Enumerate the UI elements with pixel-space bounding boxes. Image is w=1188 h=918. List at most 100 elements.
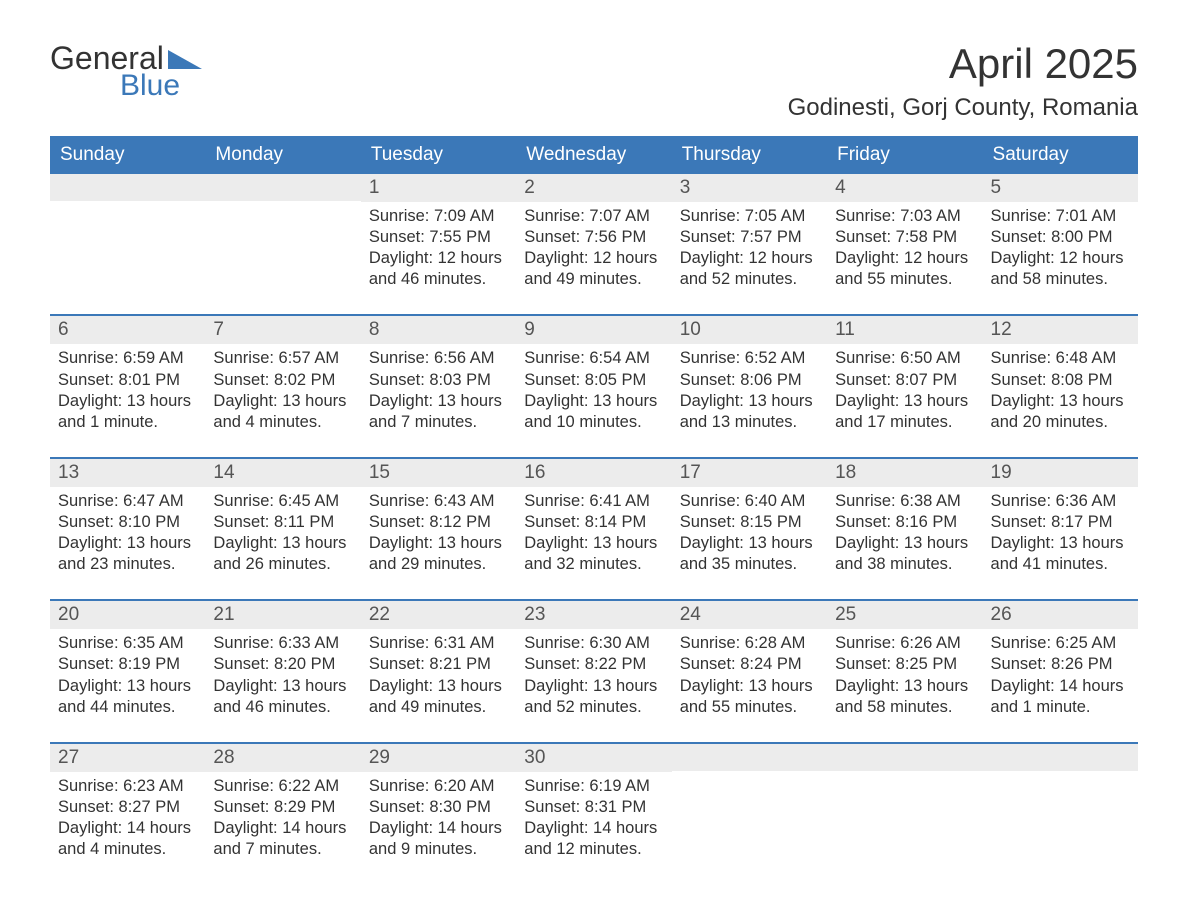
day-content: Sunrise: 6:38 AMSunset: 8:16 PMDaylight:…: [827, 487, 982, 579]
sunset-line: Sunset: 8:16 PM: [835, 512, 974, 533]
logo-text-blue: Blue: [120, 69, 180, 103]
day-number: 1: [361, 174, 516, 202]
day-cell: 23Sunrise: 6:30 AMSunset: 8:22 PMDayligh…: [516, 601, 671, 727]
day-cell: 28Sunrise: 6:22 AMSunset: 8:29 PMDayligh…: [205, 744, 360, 870]
calendar: SundayMondayTuesdayWednesdayThursdayFrid…: [50, 136, 1138, 870]
daylight-line: Daylight: 14 hours and 7 minutes.: [213, 818, 352, 860]
day-cell: 1Sunrise: 7:09 AMSunset: 7:55 PMDaylight…: [361, 174, 516, 300]
day-header: Thursday: [672, 136, 827, 174]
daylight-line: Daylight: 13 hours and 29 minutes.: [369, 533, 508, 575]
day-number: [983, 744, 1138, 771]
day-content: Sunrise: 6:56 AMSunset: 8:03 PMDaylight:…: [361, 344, 516, 436]
day-cell: 24Sunrise: 6:28 AMSunset: 8:24 PMDayligh…: [672, 601, 827, 727]
sunset-line: Sunset: 8:08 PM: [991, 370, 1130, 391]
day-cell: 18Sunrise: 6:38 AMSunset: 8:16 PMDayligh…: [827, 459, 982, 585]
day-header: Wednesday: [516, 136, 671, 174]
day-number: 18: [827, 459, 982, 487]
sunset-line: Sunset: 8:03 PM: [369, 370, 508, 391]
day-cell: 16Sunrise: 6:41 AMSunset: 8:14 PMDayligh…: [516, 459, 671, 585]
day-cell: [50, 174, 205, 300]
day-content: Sunrise: 6:52 AMSunset: 8:06 PMDaylight:…: [672, 344, 827, 436]
day-cell: 14Sunrise: 6:45 AMSunset: 8:11 PMDayligh…: [205, 459, 360, 585]
daylight-line: Daylight: 13 hours and 17 minutes.: [835, 391, 974, 433]
day-cell: [983, 744, 1138, 870]
sunset-line: Sunset: 8:06 PM: [680, 370, 819, 391]
sunrise-line: Sunrise: 6:35 AM: [58, 633, 197, 654]
day-number: 14: [205, 459, 360, 487]
day-cell: 6Sunrise: 6:59 AMSunset: 8:01 PMDaylight…: [50, 316, 205, 442]
daylight-line: Daylight: 13 hours and 58 minutes.: [835, 676, 974, 718]
location: Godinesti, Gorj County, Romania: [788, 94, 1138, 122]
sunrise-line: Sunrise: 6:41 AM: [524, 491, 663, 512]
day-number: 6: [50, 316, 205, 344]
day-content: Sunrise: 7:05 AMSunset: 7:57 PMDaylight:…: [672, 202, 827, 294]
day-number: 27: [50, 744, 205, 772]
sunrise-line: Sunrise: 6:19 AM: [524, 776, 663, 797]
week-row: 6Sunrise: 6:59 AMSunset: 8:01 PMDaylight…: [50, 314, 1138, 442]
day-cell: 4Sunrise: 7:03 AMSunset: 7:58 PMDaylight…: [827, 174, 982, 300]
day-number: 22: [361, 601, 516, 629]
sunrise-line: Sunrise: 7:07 AM: [524, 206, 663, 227]
day-cell: 22Sunrise: 6:31 AMSunset: 8:21 PMDayligh…: [361, 601, 516, 727]
day-cell: 8Sunrise: 6:56 AMSunset: 8:03 PMDaylight…: [361, 316, 516, 442]
day-number: 8: [361, 316, 516, 344]
daylight-line: Daylight: 13 hours and 55 minutes.: [680, 676, 819, 718]
sunrise-line: Sunrise: 6:57 AM: [213, 348, 352, 369]
sunrise-line: Sunrise: 6:38 AM: [835, 491, 974, 512]
sunrise-line: Sunrise: 6:20 AM: [369, 776, 508, 797]
day-content: Sunrise: 6:26 AMSunset: 8:25 PMDaylight:…: [827, 629, 982, 721]
sunrise-line: Sunrise: 7:09 AM: [369, 206, 508, 227]
day-cell: 7Sunrise: 6:57 AMSunset: 8:02 PMDaylight…: [205, 316, 360, 442]
sunset-line: Sunset: 8:14 PM: [524, 512, 663, 533]
day-cell: 17Sunrise: 6:40 AMSunset: 8:15 PMDayligh…: [672, 459, 827, 585]
sunset-line: Sunset: 8:00 PM: [991, 227, 1130, 248]
day-number: 26: [983, 601, 1138, 629]
sunset-line: Sunset: 8:31 PM: [524, 797, 663, 818]
day-cell: 11Sunrise: 6:50 AMSunset: 8:07 PMDayligh…: [827, 316, 982, 442]
day-number: 28: [205, 744, 360, 772]
daylight-line: Daylight: 13 hours and 49 minutes.: [369, 676, 508, 718]
day-content: Sunrise: 6:48 AMSunset: 8:08 PMDaylight:…: [983, 344, 1138, 436]
sunset-line: Sunset: 8:17 PM: [991, 512, 1130, 533]
sunset-line: Sunset: 8:05 PM: [524, 370, 663, 391]
sunrise-line: Sunrise: 7:01 AM: [991, 206, 1130, 227]
day-number: 12: [983, 316, 1138, 344]
day-cell: 5Sunrise: 7:01 AMSunset: 8:00 PMDaylight…: [983, 174, 1138, 300]
sunrise-line: Sunrise: 6:50 AM: [835, 348, 974, 369]
day-cell: 12Sunrise: 6:48 AMSunset: 8:08 PMDayligh…: [983, 316, 1138, 442]
daylight-line: Daylight: 13 hours and 23 minutes.: [58, 533, 197, 575]
sunset-line: Sunset: 8:30 PM: [369, 797, 508, 818]
day-cell: 20Sunrise: 6:35 AMSunset: 8:19 PMDayligh…: [50, 601, 205, 727]
sunset-line: Sunset: 7:57 PM: [680, 227, 819, 248]
day-content: Sunrise: 6:50 AMSunset: 8:07 PMDaylight:…: [827, 344, 982, 436]
daylight-line: Daylight: 13 hours and 10 minutes.: [524, 391, 663, 433]
sunset-line: Sunset: 8:19 PM: [58, 654, 197, 675]
daylight-line: Daylight: 13 hours and 7 minutes.: [369, 391, 508, 433]
daylight-line: Daylight: 13 hours and 35 minutes.: [680, 533, 819, 575]
logo: General Blue: [50, 40, 202, 103]
sunset-line: Sunset: 8:02 PM: [213, 370, 352, 391]
day-cell: 27Sunrise: 6:23 AMSunset: 8:27 PMDayligh…: [50, 744, 205, 870]
sunrise-line: Sunrise: 6:56 AM: [369, 348, 508, 369]
sunset-line: Sunset: 8:10 PM: [58, 512, 197, 533]
day-number: 23: [516, 601, 671, 629]
day-cell: [827, 744, 982, 870]
day-content: Sunrise: 7:07 AMSunset: 7:56 PMDaylight:…: [516, 202, 671, 294]
sunrise-line: Sunrise: 7:05 AM: [680, 206, 819, 227]
day-content: Sunrise: 6:41 AMSunset: 8:14 PMDaylight:…: [516, 487, 671, 579]
sunset-line: Sunset: 8:12 PM: [369, 512, 508, 533]
sunset-line: Sunset: 8:01 PM: [58, 370, 197, 391]
daylight-line: Daylight: 12 hours and 55 minutes.: [835, 248, 974, 290]
day-header: Tuesday: [361, 136, 516, 174]
day-cell: 29Sunrise: 6:20 AMSunset: 8:30 PMDayligh…: [361, 744, 516, 870]
daylight-line: Daylight: 13 hours and 32 minutes.: [524, 533, 663, 575]
sunrise-line: Sunrise: 6:52 AM: [680, 348, 819, 369]
day-number: 15: [361, 459, 516, 487]
day-number: 29: [361, 744, 516, 772]
day-headers: SundayMondayTuesdayWednesdayThursdayFrid…: [50, 136, 1138, 174]
sunset-line: Sunset: 8:20 PM: [213, 654, 352, 675]
sunset-line: Sunset: 8:24 PM: [680, 654, 819, 675]
sunset-line: Sunset: 8:22 PM: [524, 654, 663, 675]
day-number: 16: [516, 459, 671, 487]
daylight-line: Daylight: 12 hours and 52 minutes.: [680, 248, 819, 290]
